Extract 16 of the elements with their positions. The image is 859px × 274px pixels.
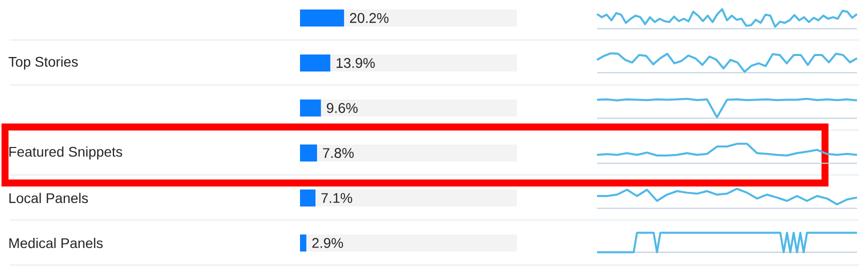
data-label: 7.1% xyxy=(321,193,352,203)
y-tick-label: Top Stories xyxy=(8,56,78,70)
data-label: 7.8% xyxy=(322,148,354,158)
bar xyxy=(300,144,318,162)
bar xyxy=(300,234,306,252)
data-label: 20.2% xyxy=(350,13,389,23)
bar xyxy=(300,99,321,116)
y-tick-label: Medical Panels xyxy=(9,238,103,248)
bar xyxy=(300,10,344,26)
data-label: 2.9% xyxy=(312,238,343,248)
data-label: 13.9% xyxy=(336,58,375,68)
data-label: 9.6% xyxy=(326,103,358,113)
y-tick-label: Featured Snippets xyxy=(9,146,122,160)
bar xyxy=(300,54,330,72)
y-tick-label: Local Panels xyxy=(9,192,88,204)
bar xyxy=(300,189,316,206)
